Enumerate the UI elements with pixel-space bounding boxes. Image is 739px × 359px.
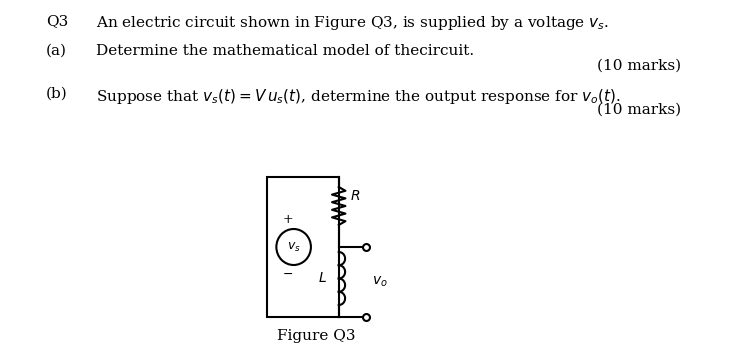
Text: (b): (b) [46, 87, 68, 101]
Text: +: + [282, 213, 293, 226]
Circle shape [276, 229, 311, 265]
Text: (10 marks): (10 marks) [597, 59, 681, 73]
Text: (a): (a) [46, 44, 67, 58]
Text: $v_o$: $v_o$ [372, 275, 388, 289]
Text: Figure Q3: Figure Q3 [277, 329, 355, 343]
Text: Q3: Q3 [46, 14, 68, 28]
Text: $L$: $L$ [319, 271, 327, 285]
Text: $-$: $-$ [282, 267, 293, 280]
Text: Determine the mathematical model of thecircuit.: Determine the mathematical model of thec… [96, 44, 474, 58]
Text: $v_s$: $v_s$ [287, 241, 301, 253]
Text: Suppose that $v_s(t) = V\, u_s(t)$, determine the output response for $v_o(t)$.: Suppose that $v_s(t) = V\, u_s(t)$, dete… [96, 87, 621, 106]
Text: $R$: $R$ [350, 189, 361, 203]
Text: (10 marks): (10 marks) [597, 103, 681, 117]
Bar [267, 177, 338, 317]
Text: An electric circuit shown in Figure Q3, is supplied by a voltage $v_s$.: An electric circuit shown in Figure Q3, … [96, 14, 609, 32]
